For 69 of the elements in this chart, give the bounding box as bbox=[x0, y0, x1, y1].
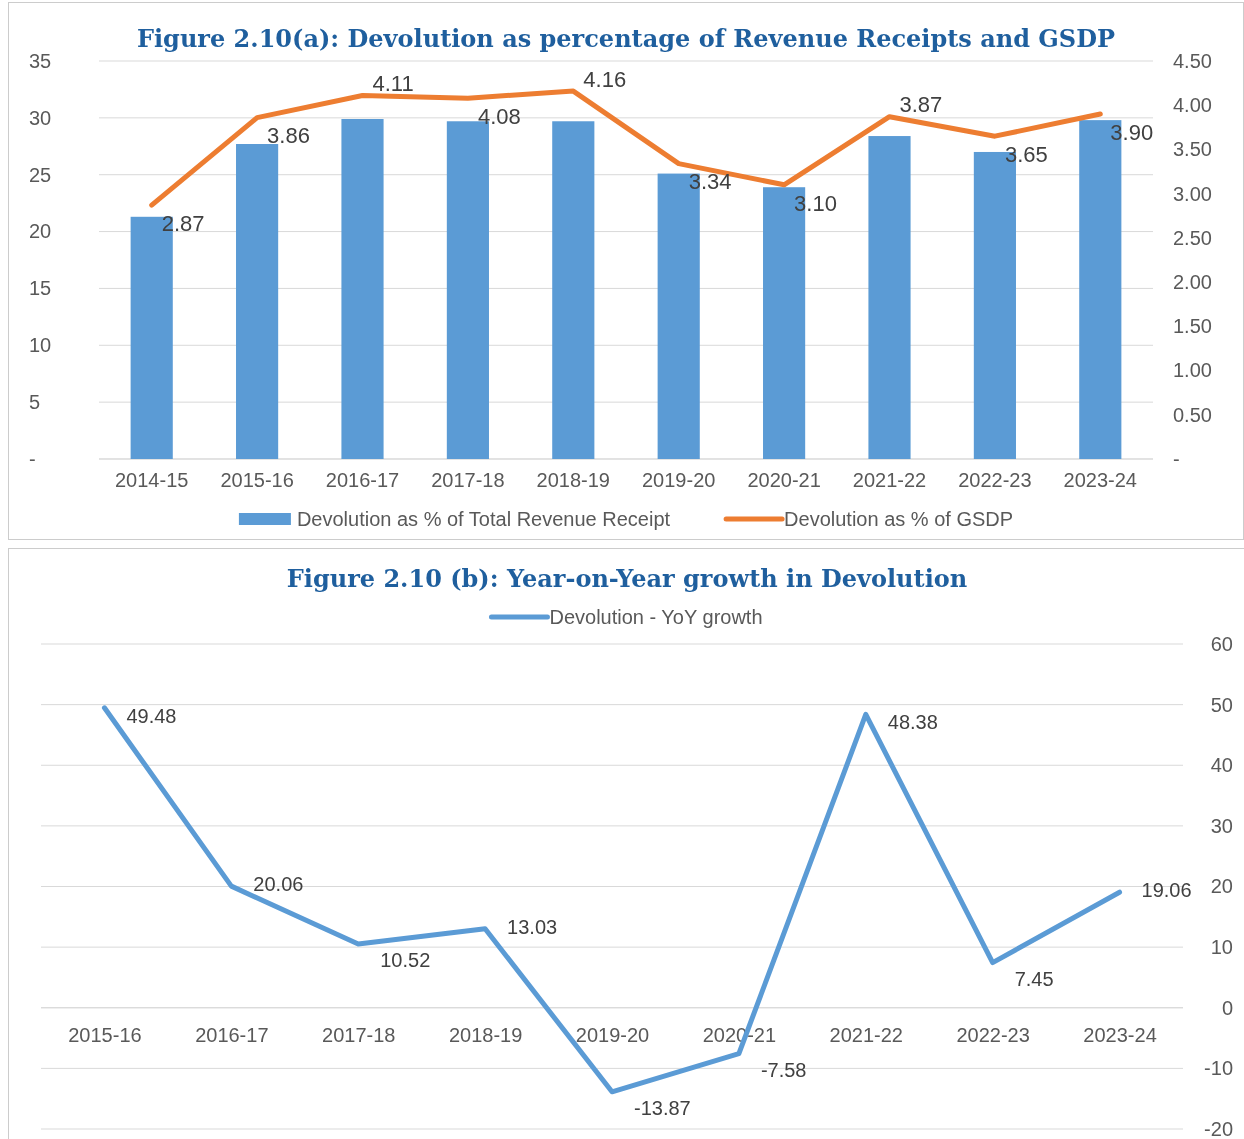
x-tick-label: 2021-22 bbox=[852, 469, 927, 492]
y-tick-label: 60 bbox=[1210, 632, 1233, 655]
data-label: 7.45 bbox=[1014, 967, 1054, 990]
y2-tick-label: - bbox=[1173, 447, 1180, 470]
x-tick-label: 2023-24 bbox=[1063, 469, 1137, 492]
y-tick-label: 15 bbox=[29, 277, 52, 300]
x-tick-label: 2017-18 bbox=[322, 1023, 396, 1046]
y-tick-label: 30 bbox=[1210, 814, 1233, 837]
x-tick-label: 2020-21 bbox=[747, 469, 821, 492]
bar bbox=[552, 121, 595, 459]
x-tick-label: 2016-17 bbox=[325, 469, 400, 492]
y-tick-label: 35 bbox=[29, 49, 52, 72]
data-label: 3.87 bbox=[899, 92, 943, 118]
x-tick-label: 2018-19 bbox=[448, 1023, 523, 1046]
data-label: 19.06 bbox=[1141, 879, 1192, 902]
x-tick-label: 2014-15 bbox=[115, 469, 189, 492]
data-label: 13.03 bbox=[507, 915, 558, 938]
y2-tick-label: 4.50 bbox=[1173, 49, 1212, 72]
bar bbox=[236, 144, 279, 459]
data-label: 4.08 bbox=[477, 103, 521, 129]
y-tick-label: 30 bbox=[29, 106, 52, 129]
y2-tick-label: 0.50 bbox=[1173, 403, 1212, 426]
data-label: 20.06 bbox=[253, 873, 304, 896]
data-label: 48.38 bbox=[887, 711, 938, 734]
y2-tick-label: 1.50 bbox=[1173, 315, 1212, 338]
y-tick-label: 25 bbox=[29, 163, 52, 186]
data-label: -13.87 bbox=[634, 1096, 691, 1119]
data-label: 3.65 bbox=[1004, 141, 1048, 167]
y2-tick-label: 4.00 bbox=[1173, 94, 1212, 117]
y-tick-label: 0 bbox=[1221, 996, 1233, 1019]
y-tick-label: 5 bbox=[29, 391, 41, 414]
y-tick-label: -10 bbox=[1204, 1057, 1233, 1080]
x-tick-label: 2016-17 bbox=[195, 1023, 269, 1046]
data-label: 4.16 bbox=[583, 66, 627, 92]
legend-label: Devolution as % of GSDP bbox=[784, 508, 1014, 530]
y-tick-label: 20 bbox=[1210, 875, 1233, 898]
chart-title: Figure 2.10 (b): Year-on-Year growth in Devolution bbox=[286, 564, 968, 593]
data-label: 10.52 bbox=[380, 948, 431, 971]
y-tick-label: 10 bbox=[1210, 936, 1233, 959]
bar bbox=[868, 136, 911, 459]
data-label: 49.48 bbox=[126, 704, 177, 727]
x-tick-label: 2023-24 bbox=[1083, 1023, 1157, 1046]
y-tick-label: 20 bbox=[29, 220, 52, 243]
y2-tick-label: 1.00 bbox=[1173, 359, 1212, 382]
data-label: 3.86 bbox=[267, 123, 310, 149]
bar bbox=[341, 118, 384, 459]
y-tick-label: - bbox=[29, 447, 36, 470]
x-tick-label: 2015-16 bbox=[220, 469, 294, 492]
legend-label: Devolution - YoY growth bbox=[549, 606, 763, 628]
chart-title: Figure 2.10(a): Devolution as percentage of Revenue Receipts and GSDP bbox=[136, 24, 1116, 53]
y2-tick-label: 3.50 bbox=[1173, 138, 1212, 161]
y-tick-label: -20 bbox=[1204, 1117, 1233, 1139]
x-tick-label: 2019-20 bbox=[642, 469, 716, 492]
y-tick-label: 10 bbox=[29, 334, 52, 357]
legend-label: Devolution as % of Total Revenue Receipt bbox=[296, 508, 671, 530]
x-tick-label: 2022-23 bbox=[956, 1023, 1030, 1046]
y-tick-label: 50 bbox=[1210, 693, 1233, 716]
data-label: -7.58 bbox=[760, 1058, 807, 1081]
y-tick-label: 40 bbox=[1210, 754, 1233, 777]
x-tick-label: 2022-23 bbox=[958, 469, 1032, 492]
x-tick-label: 2015-16 bbox=[68, 1023, 142, 1046]
y2-tick-label: 2.00 bbox=[1173, 271, 1212, 294]
y2-tick-label: 3.00 bbox=[1173, 182, 1212, 205]
x-tick-label: 2017-18 bbox=[431, 469, 505, 492]
x-tick-label: 2018-19 bbox=[536, 469, 610, 492]
y2-tick-label: 2.50 bbox=[1173, 226, 1212, 249]
x-tick-label: 2021-22 bbox=[829, 1023, 903, 1046]
x-tick-label: 2019-20 bbox=[575, 1023, 650, 1046]
data-label: 4.11 bbox=[372, 71, 414, 97]
